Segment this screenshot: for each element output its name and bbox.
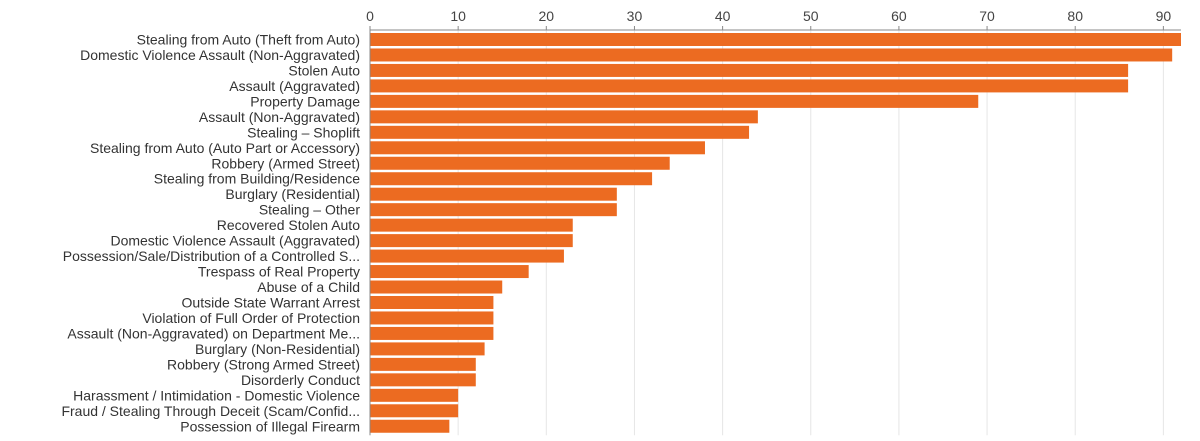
category-label: Robbery (Armed Street): [211, 155, 360, 171]
x-tick-label: 50: [803, 8, 819, 24]
bar[interactable]: [370, 388, 459, 402]
bar[interactable]: [370, 373, 476, 387]
bar[interactable]: [370, 419, 450, 433]
bar[interactable]: [370, 63, 1129, 77]
category-label: Assault (Aggravated): [229, 78, 360, 94]
x-axis: 0 10 20 30 40 50 60 70 80 90: [366, 8, 1181, 436]
category-label: Fraud / Stealing Through Deceit (Scam/Co…: [61, 403, 360, 419]
category-label: Domestic Violence Assault (Aggravated): [110, 233, 360, 249]
bar[interactable]: [370, 110, 758, 124]
bar[interactable]: [370, 172, 653, 186]
bar[interactable]: [370, 357, 476, 371]
bar[interactable]: [370, 280, 503, 294]
bar[interactable]: [370, 79, 1129, 93]
x-tick-label: 40: [715, 8, 731, 24]
bar[interactable]: [370, 342, 485, 356]
bar[interactable]: [370, 249, 564, 263]
category-label: Stealing from Auto (Auto Part or Accesso…: [90, 140, 360, 156]
bar[interactable]: [370, 265, 529, 279]
x-tick-label: 70: [979, 8, 995, 24]
bar[interactable]: [370, 404, 459, 418]
x-tick-label: 30: [627, 8, 643, 24]
category-label: Trespass of Real Property: [198, 264, 360, 280]
category-label: Burglary (Residential): [225, 186, 360, 202]
bar[interactable]: [370, 218, 573, 232]
category-label: Abuse of a Child: [257, 279, 360, 295]
bar[interactable]: [370, 187, 617, 201]
category-label: Harassment / Intimidation - Domestic Vio…: [73, 387, 360, 403]
category-label: Robbery (Strong Armed Street): [167, 356, 360, 372]
bar[interactable]: [370, 234, 573, 248]
bar[interactable]: [370, 311, 494, 325]
x-tick-label: 90: [1156, 8, 1172, 24]
category-label: Recovered Stolen Auto: [217, 217, 360, 233]
bar[interactable]: [370, 326, 494, 340]
bar[interactable]: [370, 94, 979, 108]
bar[interactable]: [370, 48, 1173, 62]
category-label: Stealing from Auto (Theft from Auto): [137, 32, 360, 48]
bar[interactable]: [370, 203, 617, 217]
category-label: Stealing – Shoplift: [247, 124, 360, 140]
category-label: Burglary (Non-Residential): [195, 341, 360, 357]
category-label: Stolen Auto: [288, 62, 360, 78]
bars: [370, 33, 1181, 433]
category-label: Possession of Illegal Firearm: [180, 418, 360, 434]
category-label: Possession/Sale/Distribution of a Contro…: [63, 248, 360, 264]
category-label: Property Damage: [250, 93, 360, 109]
bar[interactable]: [370, 33, 1181, 46]
category-label: Stealing from Building/Residence: [154, 171, 360, 187]
category-label: Violation of Full Order of Protection: [142, 310, 360, 326]
category-label: Stealing – Other: [259, 202, 361, 218]
category-labels: Stealing from Auto (Theft from Auto)Dome…: [61, 32, 360, 435]
category-label: Outside State Warrant Arrest: [182, 294, 361, 310]
x-tick-label: 0: [366, 8, 374, 24]
category-label: Assault (Non-Aggravated): [199, 109, 360, 125]
x-tick-label: 20: [539, 8, 555, 24]
bar[interactable]: [370, 156, 670, 170]
bar[interactable]: [370, 125, 750, 139]
bar[interactable]: [370, 141, 705, 155]
category-label: Assault (Non-Aggravated) on Department M…: [67, 325, 360, 341]
x-tick-label: 80: [1067, 8, 1083, 24]
category-label: Disorderly Conduct: [241, 372, 360, 388]
category-label: Domestic Violence Assault (Non-Aggravate…: [80, 47, 360, 63]
bar[interactable]: [370, 295, 494, 309]
x-tick-label: 10: [450, 8, 466, 24]
x-tick-label: 60: [891, 8, 907, 24]
